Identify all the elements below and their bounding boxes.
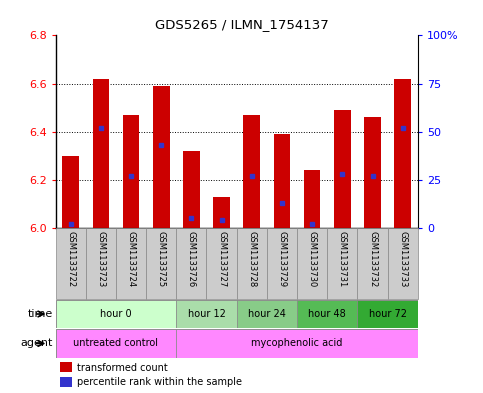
Bar	[357, 300, 418, 328]
Bar	[213, 196, 230, 228]
Text: hour 24: hour 24	[248, 309, 286, 319]
Text: GSM1133728: GSM1133728	[247, 231, 256, 288]
Bar	[123, 115, 139, 228]
Bar	[183, 151, 199, 228]
Bar	[243, 115, 260, 228]
Text: untreated control: untreated control	[73, 338, 158, 349]
Text: hour 12: hour 12	[187, 309, 226, 319]
Bar	[327, 228, 357, 299]
Text: hour 48: hour 48	[308, 309, 346, 319]
Text: agent: agent	[21, 338, 53, 349]
Bar	[176, 228, 207, 299]
Text: GSM1133730: GSM1133730	[308, 231, 317, 288]
Bar	[56, 329, 176, 358]
Text: GSM1133727: GSM1133727	[217, 231, 226, 288]
Bar	[176, 329, 418, 358]
Bar	[62, 156, 79, 228]
Text: GSM1133722: GSM1133722	[66, 231, 75, 288]
Bar	[267, 228, 297, 299]
Bar	[237, 300, 297, 328]
Text: GDS5265 / ILMN_1754137: GDS5265 / ILMN_1754137	[155, 18, 328, 31]
Text: GSM1133733: GSM1133733	[398, 231, 407, 288]
Bar	[297, 228, 327, 299]
Bar	[60, 362, 72, 372]
Bar	[395, 79, 411, 228]
Text: GSM1133724: GSM1133724	[127, 231, 136, 288]
Bar	[146, 228, 176, 299]
Bar	[274, 134, 290, 228]
Text: GSM1133732: GSM1133732	[368, 231, 377, 288]
Bar	[86, 228, 116, 299]
Bar	[56, 300, 176, 328]
Bar	[176, 300, 237, 328]
Bar	[388, 228, 418, 299]
Bar	[364, 117, 381, 228]
Text: GSM1133729: GSM1133729	[277, 231, 286, 288]
Bar	[297, 300, 357, 328]
Text: hour 0: hour 0	[100, 309, 132, 319]
Text: mycophenolic acid: mycophenolic acid	[251, 338, 343, 349]
Bar	[304, 170, 320, 228]
Bar	[60, 377, 72, 387]
Text: GSM1133731: GSM1133731	[338, 231, 347, 288]
Text: hour 72: hour 72	[369, 309, 407, 319]
Text: GSM1133723: GSM1133723	[96, 231, 105, 288]
Bar	[357, 228, 388, 299]
Bar	[237, 228, 267, 299]
Bar	[153, 86, 170, 228]
Bar	[334, 110, 351, 228]
Bar	[56, 228, 86, 299]
Bar	[207, 228, 237, 299]
Text: time: time	[28, 309, 53, 319]
Text: percentile rank within the sample: percentile rank within the sample	[77, 377, 242, 387]
Text: transformed count: transformed count	[77, 362, 168, 373]
Text: GSM1133725: GSM1133725	[156, 231, 166, 288]
Text: GSM1133726: GSM1133726	[187, 231, 196, 288]
Bar	[116, 228, 146, 299]
Bar	[93, 79, 109, 228]
